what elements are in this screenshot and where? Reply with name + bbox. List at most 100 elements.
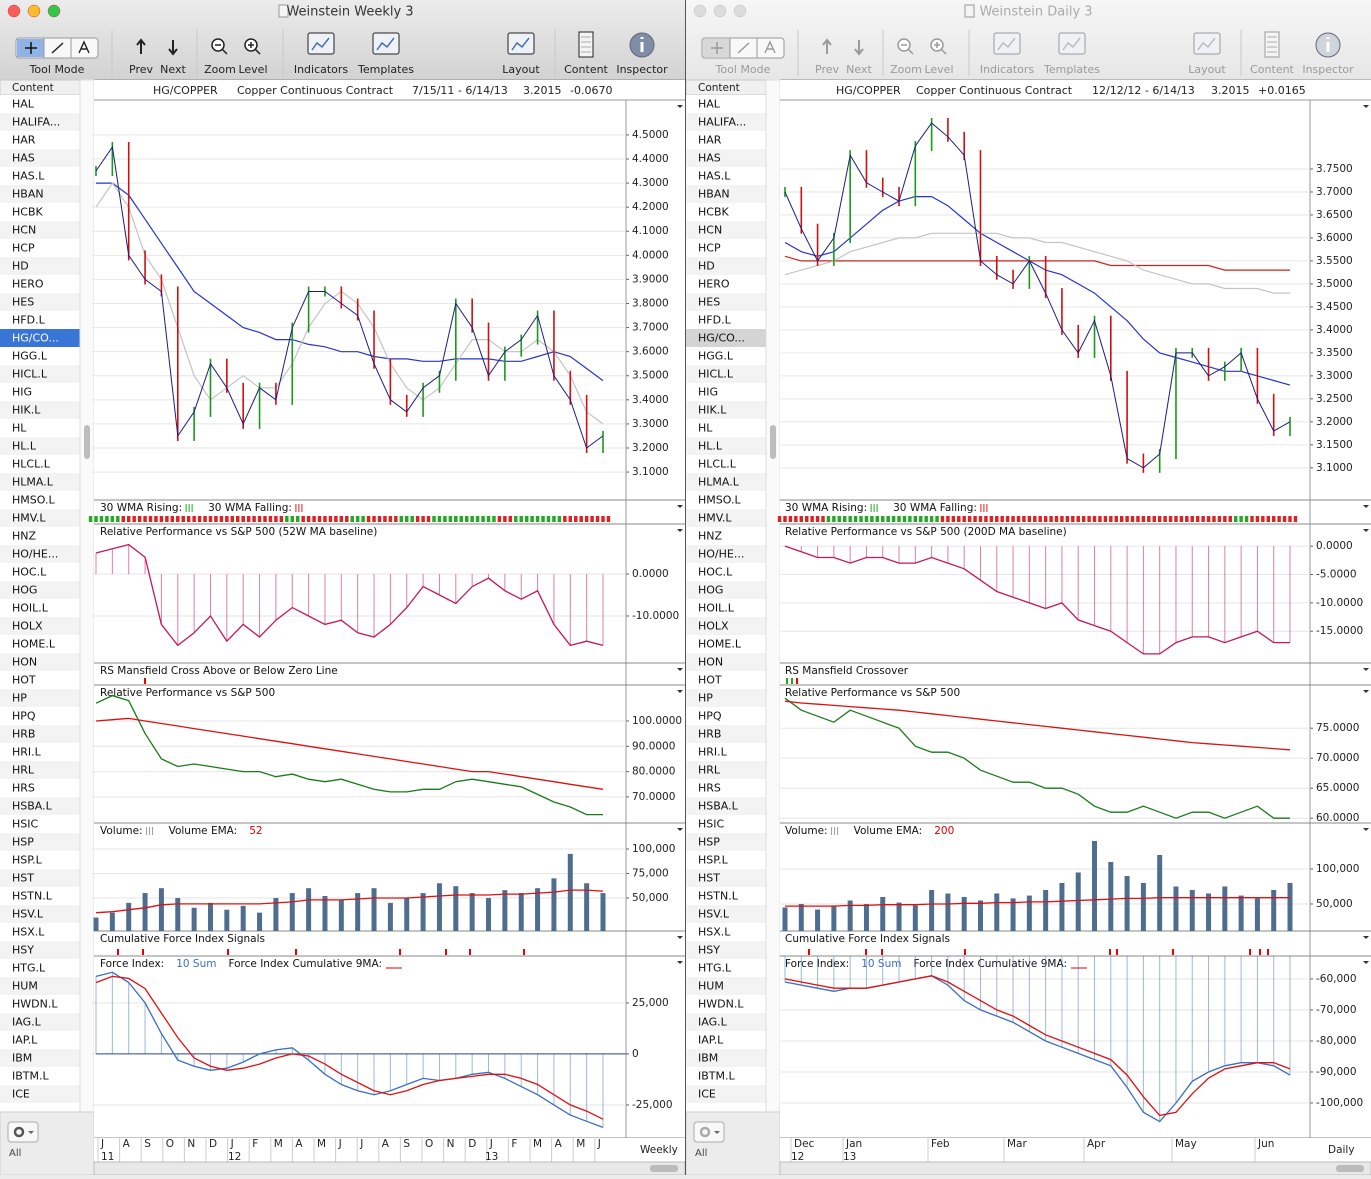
symbol-row[interactable] [0,815,80,833]
toolbar-icon[interactable] [993,32,1021,55]
symbol-row[interactable] [686,419,766,437]
symbol-row[interactable] [686,1085,766,1103]
symbol-row[interactable] [686,347,766,365]
toolbar-icon[interactable] [1058,32,1086,55]
window-button[interactable] [713,4,727,18]
h-scroll-thumb[interactable] [650,1165,678,1172]
symbol-row[interactable] [0,455,80,473]
symbol-row[interactable] [0,221,80,239]
symbol-row[interactable] [0,725,80,743]
symbol-row[interactable] [686,1049,766,1067]
symbol-row[interactable] [686,1067,766,1085]
symbol-row[interactable] [0,653,80,671]
symbol-row[interactable] [686,329,766,347]
symbol-row[interactable] [0,527,80,545]
arrow-icon[interactable] [136,38,146,54]
arrow-icon[interactable] [168,40,178,56]
symbol-row[interactable] [0,689,80,707]
arrow-icon[interactable] [822,38,832,54]
symbol-row[interactable] [0,995,80,1013]
symbol-row[interactable] [0,563,80,581]
symbol-row[interactable] [686,311,766,329]
symbol-row[interactable] [0,491,80,509]
symbol-row[interactable] [0,635,80,653]
symbol-row[interactable] [0,941,80,959]
symbol-row[interactable] [0,779,80,797]
symbol-row[interactable] [686,833,766,851]
symbol-row[interactable] [686,707,766,725]
symbol-row[interactable] [686,203,766,221]
symbol-row[interactable] [686,509,766,527]
toolbar-icon[interactable] [1193,32,1221,55]
symbol-row[interactable] [0,671,80,689]
window-button[interactable] [733,4,747,18]
symbol-row[interactable] [0,707,80,725]
symbol-row[interactable] [0,419,80,437]
scroll-thumb[interactable] [770,425,776,459]
symbol-row[interactable] [0,581,80,599]
symbol-row[interactable] [686,527,766,545]
symbol-row[interactable] [0,599,80,617]
symbol-row[interactable] [0,401,80,419]
symbol-row[interactable] [686,959,766,977]
symbol-row[interactable] [686,167,766,185]
symbol-row[interactable] [686,365,766,383]
symbol-row[interactable] [0,95,80,113]
toolbar-icon[interactable] [507,32,535,55]
arrow-icon[interactable] [854,40,864,56]
symbol-row[interactable] [0,761,80,779]
symbol-row[interactable] [686,761,766,779]
symbol-row[interactable] [686,1031,766,1049]
symbol-row[interactable] [0,239,80,257]
symbol-row[interactable] [686,221,766,239]
content-icon[interactable] [1264,31,1280,58]
symbol-row[interactable] [686,491,766,509]
symbol-row[interactable] [0,509,80,527]
symbol-row[interactable] [686,473,766,491]
symbol-row[interactable] [0,383,80,401]
symbol-row[interactable] [686,653,766,671]
window-button[interactable] [47,4,61,18]
symbol-row[interactable] [0,617,80,635]
symbol-row[interactable] [0,473,80,491]
symbol-row[interactable] [0,167,80,185]
symbol-row[interactable] [686,941,766,959]
symbol-row[interactable] [686,95,766,113]
window-button[interactable] [27,4,41,18]
scroll-thumb[interactable] [84,425,90,459]
toolbar-icon[interactable] [372,32,400,55]
symbol-row[interactable] [0,1031,80,1049]
symbol-row[interactable] [686,995,766,1013]
symbol-row[interactable] [0,293,80,311]
symbol-row[interactable] [686,257,766,275]
symbol-row[interactable] [0,365,80,383]
symbol-row[interactable] [686,815,766,833]
symbol-row[interactable] [686,275,766,293]
symbol-row[interactable] [686,545,766,563]
symbol-row[interactable] [0,203,80,221]
symbol-row[interactable] [0,869,80,887]
symbol-row[interactable] [0,1049,80,1067]
symbol-row[interactable] [686,797,766,815]
toolbar-icon[interactable] [307,32,335,55]
symbol-row[interactable] [0,311,80,329]
symbol-row[interactable] [686,671,766,689]
symbol-row[interactable] [686,905,766,923]
symbol-row[interactable] [0,347,80,365]
symbol-row[interactable] [0,905,80,923]
symbol-row[interactable] [686,977,766,995]
symbol-row[interactable] [0,275,80,293]
symbol-row[interactable] [0,959,80,977]
symbol-row[interactable] [686,383,766,401]
symbol-row[interactable] [686,887,766,905]
symbol-row[interactable] [686,725,766,743]
symbol-row[interactable] [0,851,80,869]
symbol-row[interactable] [686,779,766,797]
symbol-row[interactable] [686,185,766,203]
symbol-row[interactable] [686,869,766,887]
symbol-row[interactable] [0,833,80,851]
window-button[interactable] [693,4,707,18]
symbol-row[interactable] [686,293,766,311]
symbol-row[interactable] [0,545,80,563]
window-button[interactable] [7,4,21,18]
